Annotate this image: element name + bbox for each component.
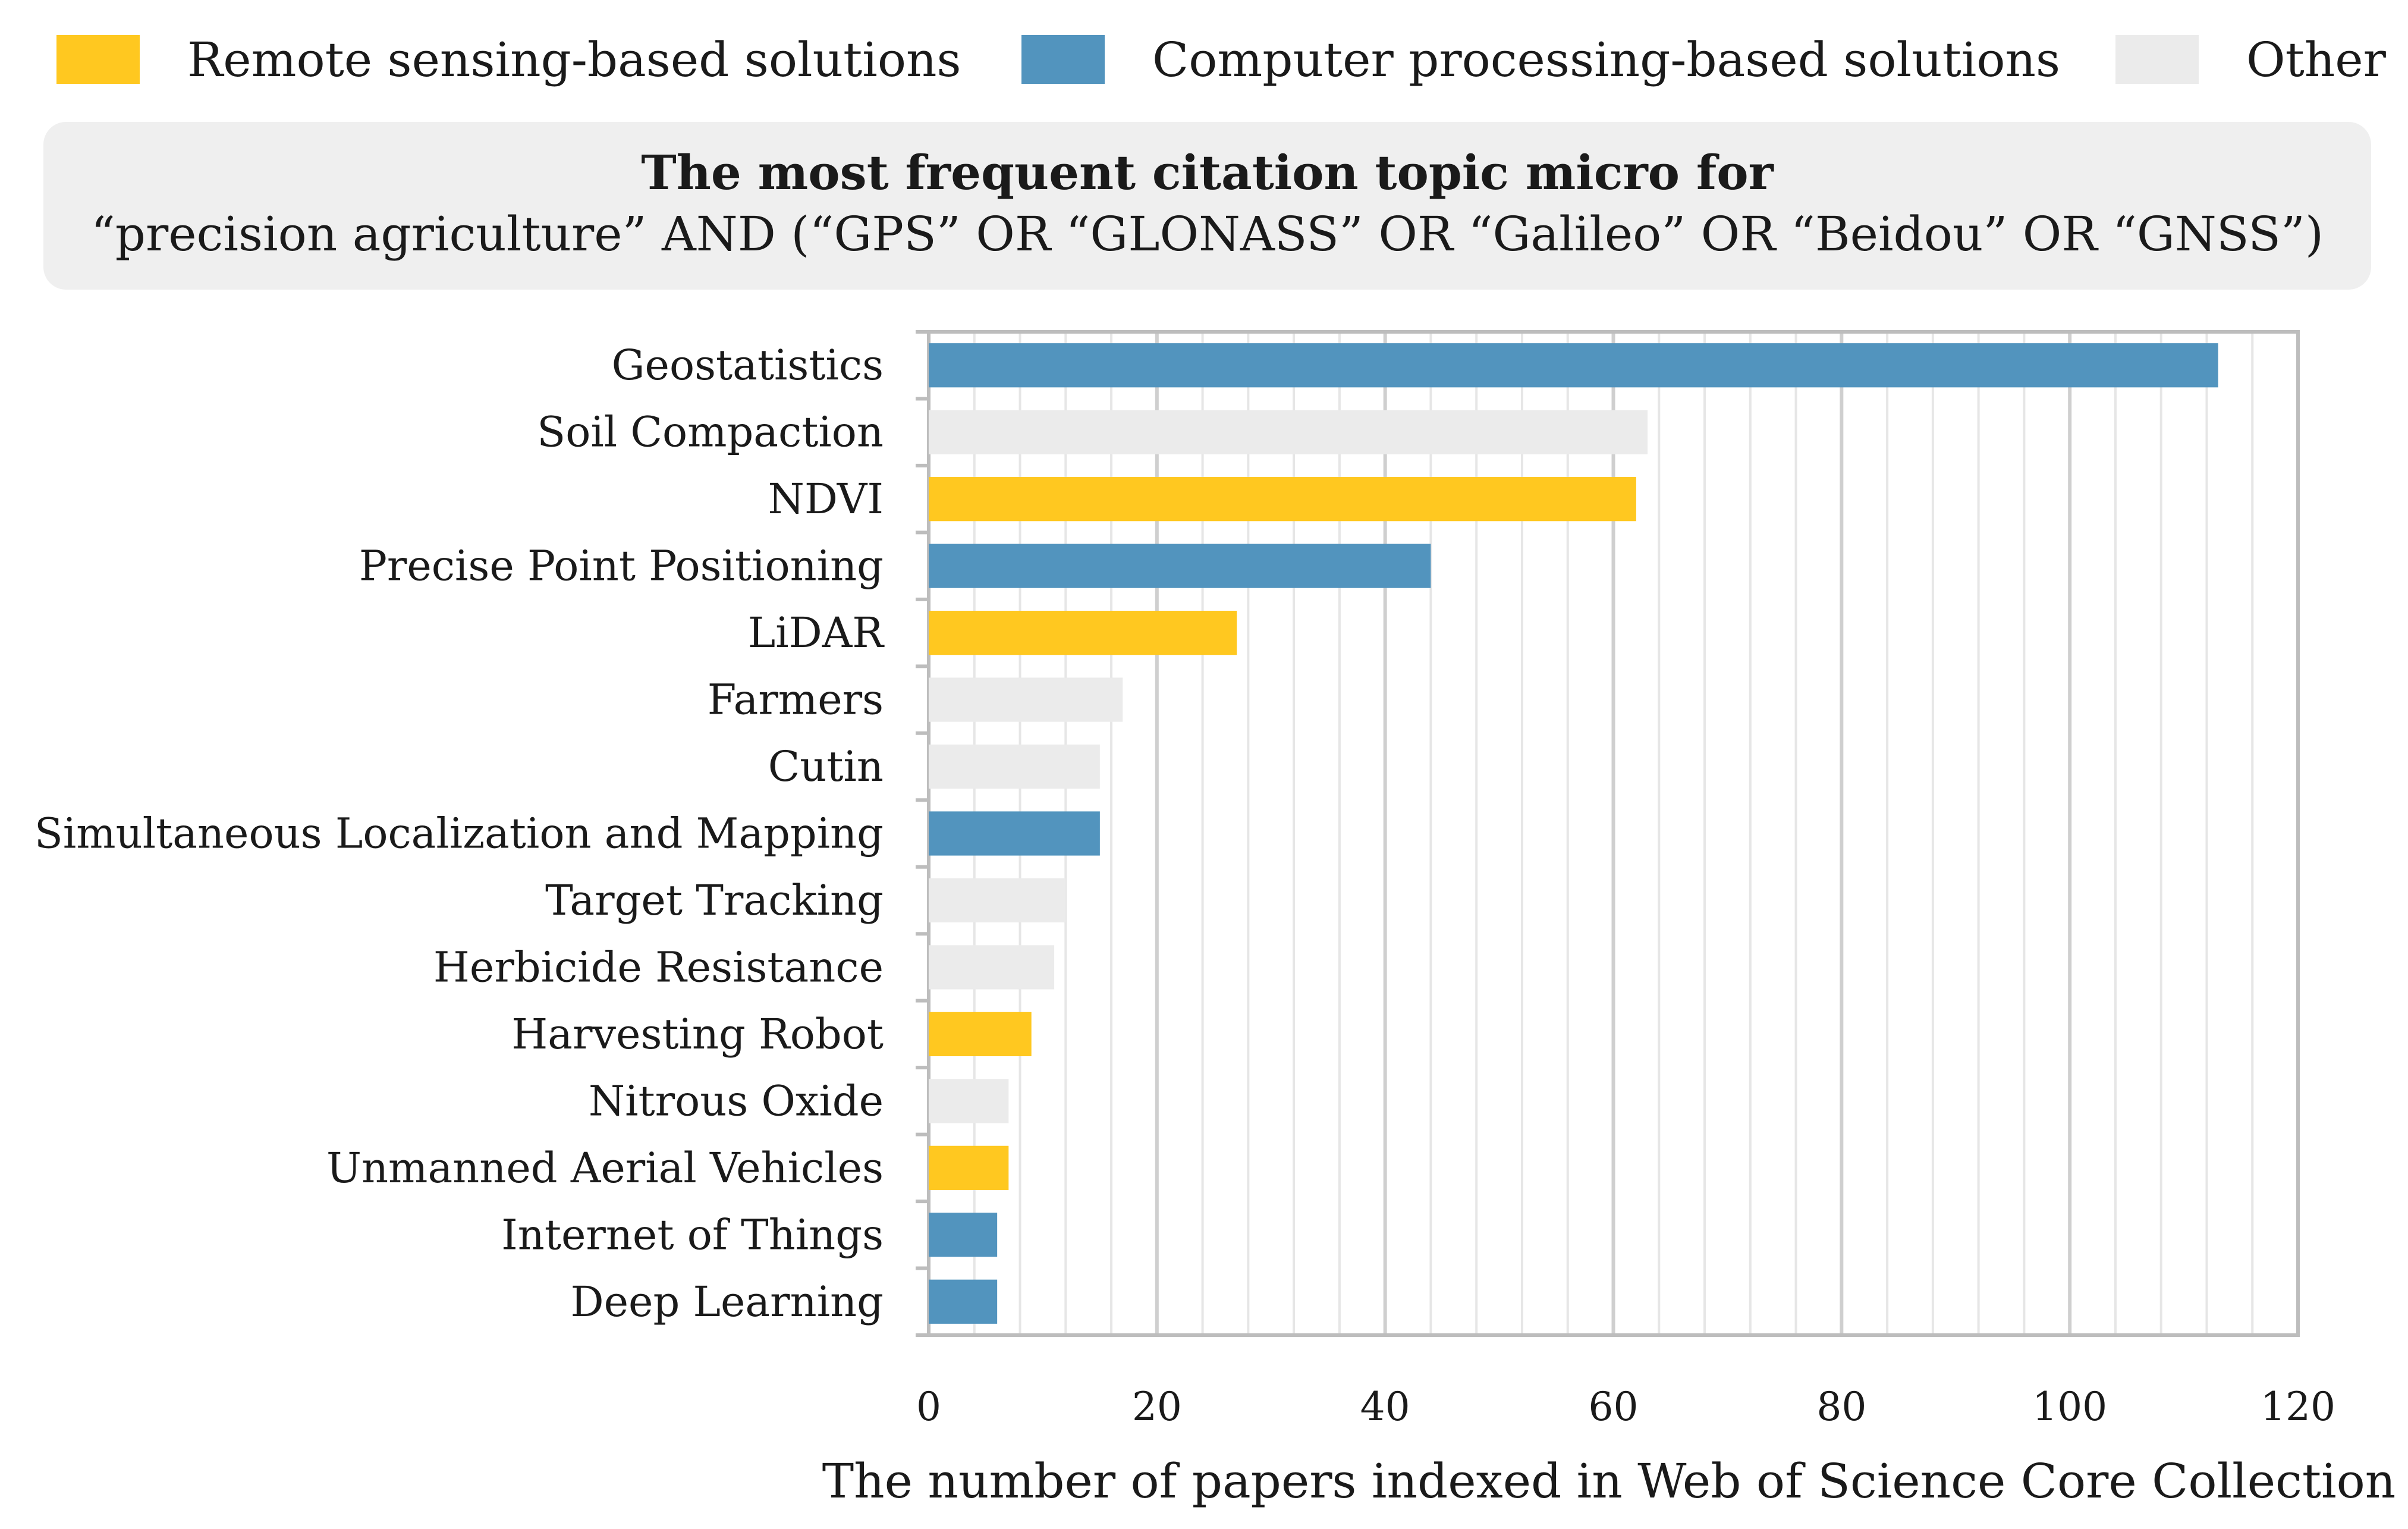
bar: [929, 811, 1100, 856]
bar: [929, 677, 1123, 722]
x-tick-label: 120: [2261, 1384, 2335, 1430]
bar: [929, 744, 1100, 789]
bar: [929, 343, 2218, 388]
legend-swatch-remote-sensing: [56, 35, 140, 84]
chart-title-box: The most frequent citation topic micro f…: [43, 122, 2371, 290]
y-tick-label: NDVI: [768, 475, 884, 523]
legend-label-computer-processing: Computer processing-based solutions: [1152, 32, 2061, 87]
y-tick-label: Deep Learning: [570, 1277, 884, 1326]
bar: [929, 410, 1648, 454]
x-tick-label: 0: [916, 1384, 941, 1430]
y-tick-label: Geostatistics: [612, 341, 884, 390]
y-tick-label: Herbicide Resistance: [433, 943, 884, 991]
legend-item-other: Other: [2115, 30, 2386, 89]
bar: [929, 1279, 998, 1324]
bar: [929, 878, 1066, 923]
y-tick-label: Precise Point Positioning: [359, 542, 884, 591]
y-tick-label: Farmers: [708, 676, 884, 724]
x-tick-label: 80: [1816, 1384, 1866, 1430]
chart-title-line2: “precision agriculture” AND (“GPS” OR “G…: [90, 206, 2324, 262]
bar: [929, 945, 1055, 990]
x-tick-label: 40: [1360, 1384, 1410, 1430]
bar: [929, 610, 1237, 655]
bar: [929, 1012, 1032, 1057]
y-tick-label: Simultaneous Localization and Mapping: [34, 809, 884, 858]
x-tick-label: 20: [1132, 1384, 1182, 1430]
y-tick-label: Harvesting Robot: [511, 1010, 884, 1059]
legend-item-remote-sensing: Remote sensing-based solutions: [56, 30, 961, 89]
x-axis-label: The number of papers indexed in Web of S…: [822, 1453, 2396, 1509]
legend-swatch-computer-processing: [1021, 35, 1105, 84]
bar: [929, 1213, 998, 1257]
legend-item-computer-processing: Computer processing-based solutions: [1021, 30, 2060, 89]
y-tick-label: Nitrous Oxide: [589, 1076, 884, 1125]
x-tick-label: 100: [2032, 1384, 2107, 1430]
bar: [929, 477, 1636, 522]
bar: [929, 1145, 1009, 1190]
legend-swatch-other: [2115, 35, 2199, 84]
y-tick-label: Unmanned Aerial Vehicles: [326, 1144, 884, 1192]
y-tick-label: Target Tracking: [545, 876, 884, 925]
chart-title-line1: The most frequent citation topic micro f…: [641, 145, 1774, 200]
y-tick-label: Cutin: [768, 742, 884, 791]
bar: [929, 1079, 1009, 1123]
legend-label-remote-sensing: Remote sensing-based solutions: [187, 32, 961, 87]
x-tick-label: 60: [1589, 1384, 1639, 1430]
y-tick-label: Internet of Things: [501, 1210, 884, 1259]
bar: [929, 544, 1431, 588]
y-tick-label: LiDAR: [748, 608, 885, 657]
legend-label-other: Other: [2246, 32, 2386, 87]
y-tick-label: Soil Compaction: [537, 408, 884, 457]
